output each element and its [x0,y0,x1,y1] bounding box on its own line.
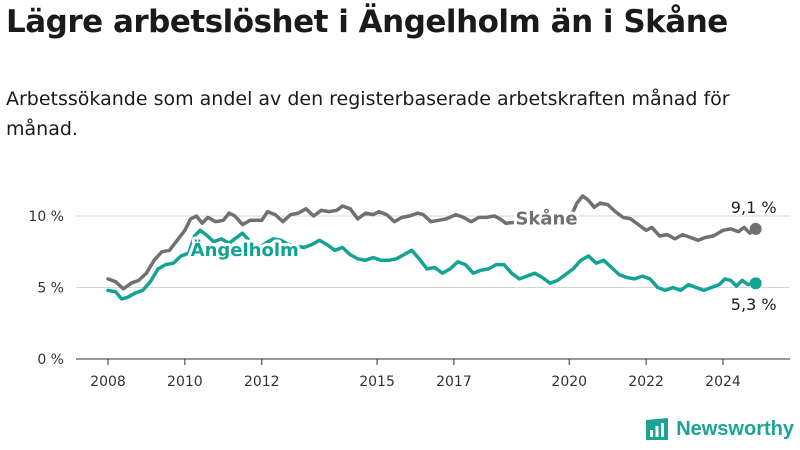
y-tick-label: 0 % [37,352,64,368]
series-end-dot-sk-ne [749,222,762,235]
series-line-ngelholm [106,228,758,301]
x-tick-label: 2022 [628,374,664,390]
x-tick-label: 2010 [167,374,203,390]
x-tick-label: 2017 [436,374,472,390]
end-value-label-ngelholm: 5,3 % [731,295,777,314]
series-lines [106,194,762,301]
chart-subtitle: Arbetssökande som andel av den registerb… [6,88,730,140]
series-label-sk-ne: Skåne [515,208,577,230]
x-tick-label: 2015 [359,374,395,390]
series-label-halo: Skåne [515,208,577,230]
bar-chart-icon [646,418,669,440]
chart-title: Lägre arbetslöshet i Ängelholm än i Skån… [6,4,728,40]
x-tick-label: 2024 [705,374,741,390]
y-tick-label: 10 % [28,209,64,225]
series-end-dot-ngelholm [749,277,762,290]
x-tick-label: 2020 [551,374,587,390]
series-label-ngelholm: Ängelholm [191,239,299,261]
x-tick-label: 2008 [90,374,126,390]
x-tick-label: 2012 [244,374,280,390]
brand-logo: Newsworthy [644,414,794,444]
series-line-sk-ne [106,194,758,291]
y-tick-label: 5 % [37,281,64,297]
series-label-halo: Ängelholm [191,239,299,261]
end-value-label-sk-ne: 9,1 % [731,198,777,217]
x-axis: 2008 2010 2012 2015 2017 2020 2022 2024 [76,358,790,390]
gridlines [76,215,790,288]
brand-name: Newsworthy [676,417,794,440]
y-axis-tick-labels: 0 % 5 % 10 % [28,209,64,368]
